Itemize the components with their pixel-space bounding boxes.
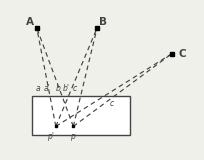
Text: p: p	[70, 132, 75, 141]
Text: a': a'	[43, 84, 50, 93]
Text: A: A	[26, 17, 34, 27]
Text: p': p'	[47, 132, 53, 141]
Text: C: C	[177, 49, 185, 59]
Text: a: a	[35, 84, 40, 93]
Bar	[32, 96, 130, 135]
Text: c: c	[72, 84, 77, 93]
Text: c: c	[109, 99, 113, 108]
Text: b: b	[55, 84, 60, 93]
Text: B: B	[99, 17, 107, 27]
Text: b': b'	[62, 84, 69, 93]
